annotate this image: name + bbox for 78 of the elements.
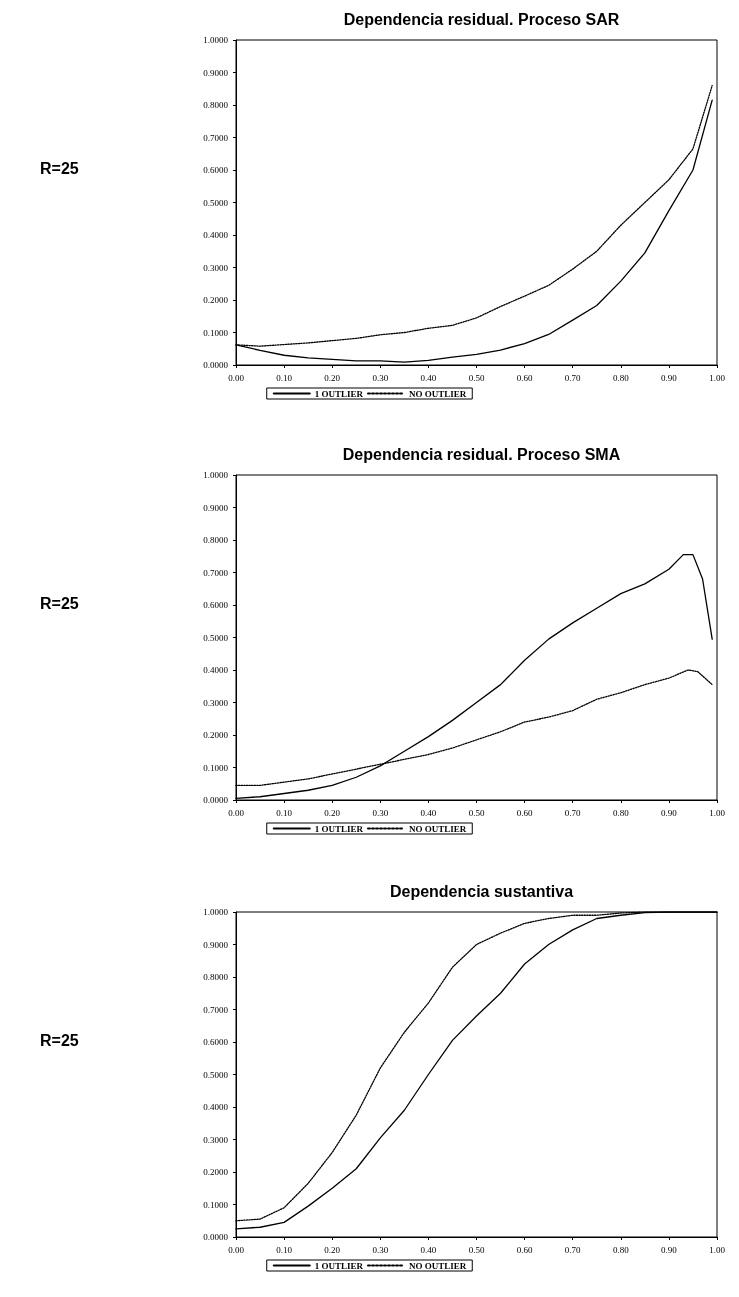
y-tick-label: 0.5000: [203, 1069, 229, 1080]
y-tick-label: 0.6000: [203, 165, 229, 175]
y-tick-label: 0.1000: [203, 327, 229, 338]
x-tick-label: 1.00: [709, 372, 726, 383]
legend-label: NO OUTLIER: [409, 823, 467, 834]
x-tick-label: 0.10: [276, 1244, 293, 1255]
y-tick-label: 0.2000: [203, 1167, 229, 1177]
y-tick-label: 0.8000: [203, 100, 229, 110]
y-tick-label: 0.5000: [203, 632, 229, 643]
x-tick-label: 0.20: [324, 807, 341, 818]
y-tick-label: 1.0000: [203, 470, 229, 480]
y-tick-label: 1.0000: [203, 907, 229, 917]
x-tick-label: 0.90: [661, 1244, 678, 1255]
y-tick-label: 0.4000: [203, 1102, 229, 1112]
y-tick-label: 0.0000: [203, 795, 229, 805]
y-tick-label: 0.6000: [203, 1037, 229, 1047]
y-tick-label: 0.9000: [203, 67, 229, 78]
x-tick-label: 0.80: [612, 372, 630, 383]
x-tick-label: 0.70: [564, 807, 582, 818]
y-tick-label: 0.6000: [203, 600, 229, 610]
text: R=25: [40, 159, 79, 177]
x-tick-label: 0.90: [661, 807, 678, 818]
y-tick-label: 0.2000: [203, 295, 229, 305]
x-tick-label: 0.70: [564, 372, 582, 383]
x-tick-label: 0.10: [276, 372, 293, 383]
x-tick-label: 0.40: [420, 807, 437, 818]
chart-title: Dependencia residual. Proceso SAR: [343, 10, 620, 28]
y-tick-label: 0.9000: [203, 939, 229, 950]
legend-label: 1 OUTLIER: [314, 388, 364, 399]
text: R=25: [40, 594, 79, 612]
y-tick-label: 0.5000: [203, 197, 229, 208]
y-tick-label: 0.8000: [203, 535, 229, 545]
x-tick-label: 0.70: [564, 1244, 582, 1255]
y-tick-label: 0.1000: [203, 762, 229, 773]
x-tick-label: 0.00: [228, 372, 245, 383]
y-tick-label: 0.9000: [203, 502, 229, 513]
legend-label: NO OUTLIER: [409, 1260, 467, 1271]
chart-title: Dependencia sustantiva: [389, 882, 574, 900]
x-tick-label: 0.30: [372, 807, 389, 818]
y-tick-label: 0.7000: [203, 567, 229, 578]
x-tick-label: 0.00: [228, 807, 245, 818]
x-tick-label: 0.90: [661, 372, 678, 383]
x-tick-label: 0.50: [468, 372, 485, 383]
y-tick-label: 0.8000: [203, 972, 229, 982]
y-tick-label: 0.1000: [203, 1199, 229, 1210]
y-tick-label: 0.3000: [203, 262, 229, 273]
legend-label: 1 OUTLIER: [314, 823, 364, 834]
x-tick-label: 0.80: [612, 1244, 630, 1255]
y-tick-label: 0.7000: [203, 1004, 229, 1015]
x-tick-label: 1.00: [709, 1244, 726, 1255]
y-tick-label: 0.4000: [203, 230, 229, 240]
x-tick-label: 1.00: [709, 807, 726, 818]
x-tick-label: 0.10: [276, 807, 293, 818]
x-tick-label: 0.80: [612, 807, 630, 818]
x-tick-label: 0.00: [228, 1244, 245, 1255]
y-tick-label: 0.4000: [203, 665, 229, 675]
x-tick-label: 0.50: [468, 1244, 485, 1255]
text: R=25: [40, 1031, 79, 1049]
x-tick-label: 0.60: [516, 807, 533, 818]
x-tick-label: 0.20: [324, 1244, 341, 1255]
x-tick-label: 0.50: [468, 807, 485, 818]
y-tick-label: 1.0000: [203, 35, 229, 45]
x-tick-label: 0.40: [420, 372, 437, 383]
x-tick-label: 0.20: [324, 372, 341, 383]
legend-label: 1 OUTLIER: [314, 1260, 364, 1271]
legend-label: NO OUTLIER: [409, 388, 467, 399]
x-tick-label: 0.30: [372, 1244, 389, 1255]
y-tick-label: 0.0000: [203, 1232, 229, 1242]
x-tick-label: 0.40: [420, 1244, 437, 1255]
chart-title: Dependencia residual. Proceso SMA: [342, 445, 621, 463]
x-tick-label: 0.60: [516, 372, 533, 383]
x-tick-label: 0.60: [516, 1244, 533, 1255]
x-tick-label: 0.30: [372, 372, 389, 383]
y-tick-label: 0.2000: [203, 730, 229, 740]
y-tick-label: 0.0000: [203, 360, 229, 370]
y-tick-label: 0.7000: [203, 132, 229, 143]
y-tick-label: 0.3000: [203, 1134, 229, 1145]
y-tick-label: 0.3000: [203, 697, 229, 708]
